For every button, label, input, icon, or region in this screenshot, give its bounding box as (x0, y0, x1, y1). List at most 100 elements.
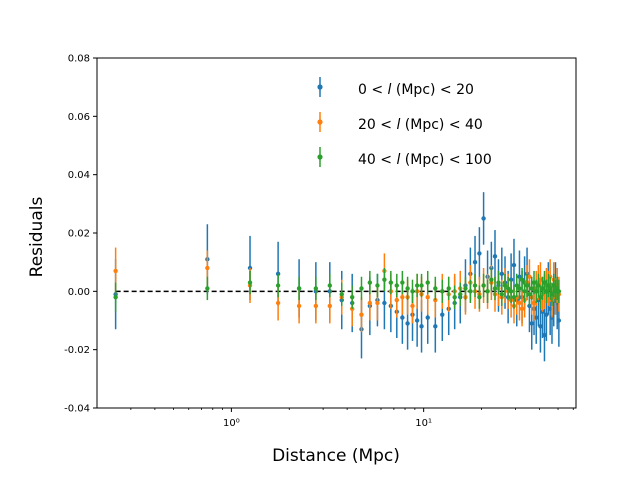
data-point (531, 300, 537, 306)
data-point (275, 283, 281, 288)
data-point (247, 280, 253, 285)
data-point (519, 277, 525, 282)
data-point (388, 280, 394, 285)
data-point (496, 280, 501, 285)
data-point (440, 312, 445, 317)
legend-label-1: 20 < l (Mpc) < 40 (358, 117, 483, 133)
y-tick-label: -0.04 (64, 404, 90, 415)
plot-area: -0.04 -0.02 0.00 0.02 0.04 0.06 0.08 10⁰ 10¹ (64, 54, 577, 429)
y-tick-label: 0.08 (68, 54, 90, 65)
data-point (536, 283, 541, 288)
series-2 (113, 268, 562, 312)
data-point (359, 312, 364, 317)
legend-marker-2 (317, 154, 323, 160)
data-point (534, 289, 539, 294)
data-point (492, 286, 498, 291)
data-point (468, 289, 473, 294)
data-point (327, 283, 333, 288)
data-point (485, 289, 490, 294)
data-point (529, 321, 534, 326)
data-point (440, 289, 445, 294)
data-point (375, 283, 380, 288)
data-point (313, 286, 319, 291)
legend-marker-1 (317, 119, 323, 125)
data-point (544, 312, 549, 317)
data-point (492, 254, 498, 259)
data-point (113, 294, 118, 300)
data-point (511, 294, 517, 300)
data-point (524, 283, 530, 288)
data-point (531, 280, 537, 285)
data-point (499, 271, 505, 277)
data-point (433, 286, 438, 291)
data-point (405, 321, 410, 326)
y-tick-label: 0.00 (68, 287, 90, 298)
data-point (419, 283, 424, 288)
y-tick-label: 0.02 (68, 229, 90, 240)
data-point (367, 300, 373, 306)
data-point (517, 286, 522, 291)
data-point (382, 277, 387, 282)
data-point (394, 297, 399, 303)
data-point (458, 292, 463, 297)
x-axis-label: Distance (Mpc) (272, 446, 400, 466)
data-point (481, 216, 486, 221)
data-point (522, 289, 527, 294)
data-point (538, 294, 543, 300)
data-point (556, 318, 562, 323)
y-tick-label: -0.02 (64, 345, 90, 356)
data-point (350, 294, 355, 300)
data-point (296, 286, 302, 291)
data-point (313, 303, 319, 309)
data-point (414, 318, 420, 323)
data-point (534, 315, 539, 320)
data-point (405, 286, 410, 291)
legend-marker-0 (317, 84, 323, 90)
data-point (538, 324, 543, 329)
data-point (511, 262, 517, 268)
data-point (540, 286, 545, 291)
data-point (400, 294, 405, 300)
y-axis-label: Residuals (27, 197, 47, 278)
data-point (505, 286, 511, 291)
data-point (556, 289, 562, 294)
data-point (394, 283, 399, 288)
data-point (375, 300, 380, 306)
data-point (527, 274, 532, 279)
data-point (477, 251, 482, 256)
data-point (275, 300, 281, 306)
data-point (489, 277, 494, 282)
legend: 0 < l (Mpc) < 20 20 < l (Mpc) < 40 40 < l … (317, 77, 492, 168)
data-point (463, 286, 468, 291)
data-point (452, 294, 457, 300)
data-point (414, 283, 420, 288)
data-point (419, 324, 424, 329)
data-point (400, 315, 405, 320)
x-tick-label: 10¹ (415, 418, 432, 429)
data-point (400, 280, 405, 285)
data-point (508, 277, 514, 282)
data-point (446, 286, 451, 291)
data-point (425, 280, 430, 285)
data-point (433, 324, 438, 329)
data-point (481, 283, 486, 288)
x-tick-label: 10⁰ (223, 418, 240, 429)
data-point (502, 283, 508, 288)
data-point (517, 300, 522, 306)
data-point (425, 315, 430, 320)
data-point (367, 280, 373, 285)
data-point (508, 289, 514, 294)
data-point (382, 300, 387, 306)
data-point (542, 280, 547, 285)
data-point (477, 294, 482, 300)
data-point (519, 306, 525, 312)
data-point (113, 268, 118, 274)
y-tick-label: 0.06 (68, 112, 90, 123)
data-point (499, 292, 505, 297)
legend-label-0: 0 < l (Mpc) < 20 (358, 82, 474, 98)
data-point (514, 283, 519, 288)
data-point (472, 283, 478, 288)
data-point (410, 289, 415, 294)
